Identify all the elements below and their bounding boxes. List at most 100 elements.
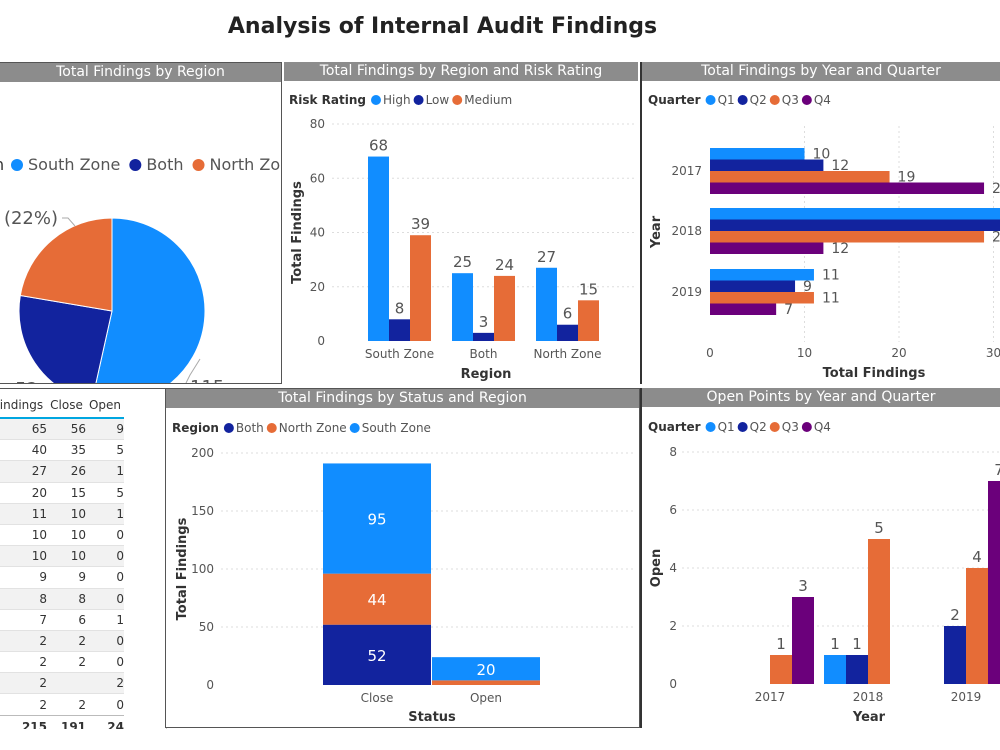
- table-cell: 0: [86, 523, 124, 546]
- bar-south-zone-high: [368, 156, 389, 341]
- table-row[interactable]: 10 10 0: [0, 523, 124, 546]
- col-open[interactable]: Open: [86, 393, 124, 419]
- data-label: 68: [369, 137, 388, 155]
- stack-open-north-zone: [432, 680, 540, 685]
- legend-marker-q3: [769, 422, 780, 432]
- legend-label: Q4: [814, 93, 831, 107]
- x-axis-title: Total Findings: [823, 366, 926, 381]
- legend-title: Quarter: [648, 93, 701, 107]
- y-tick-label: 8: [669, 445, 677, 459]
- table-cell: 56: [47, 417, 87, 440]
- table-cell: 7: [0, 608, 48, 631]
- legend-marker-high: [370, 95, 381, 105]
- x-tick-label: Both: [470, 347, 498, 361]
- risk-panel: Total Findings by Region and Risk Rating…: [284, 62, 638, 384]
- table-cell: 2: [86, 672, 124, 694]
- legend-marker-both: [223, 423, 234, 433]
- legend-label: Q3: [782, 420, 799, 434]
- legend-marker-q3: [769, 95, 780, 105]
- legend-label: Q2: [750, 420, 767, 434]
- bar-2018-q1: [710, 208, 1000, 220]
- col-close[interactable]: Close: [47, 393, 87, 419]
- y-tick-label: 40: [310, 226, 325, 240]
- table-cell: 8: [0, 587, 48, 610]
- table-row[interactable]: 65 56 9: [0, 417, 124, 440]
- data-label: 15: [579, 280, 598, 298]
- status-title: Total Findings by Status and Region: [166, 389, 639, 408]
- dashboard-title: Analysis of Internal Audit Findings: [227, 14, 658, 39]
- year-quarter-chart[interactable]: QuarterQ1Q2Q3Q40102030101219292017313229…: [642, 62, 1000, 384]
- pie-panel: Total Findings by Region n South Zone Both…: [0, 62, 282, 384]
- y-tick-label: 2018: [671, 224, 702, 238]
- table-row[interactable]: 20 15 5: [0, 481, 124, 504]
- y-tick-label: 2017: [671, 164, 702, 178]
- bar-2018-q3: [868, 539, 890, 684]
- data-label: 5: [874, 519, 884, 537]
- table-cell: 2: [47, 693, 87, 716]
- bar-north-zone-medium: [578, 300, 599, 341]
- table-cell: 0: [86, 651, 124, 673]
- col-total-findings[interactable]: Total Findings: [0, 393, 48, 419]
- table-cell: 9: [0, 566, 48, 588]
- table-cell: 5: [86, 439, 124, 461]
- legend-marker-north-zone: [266, 423, 277, 433]
- table-cell: 9: [86, 417, 124, 440]
- total-findings: 215: [0, 714, 48, 729]
- pie-data-label: 52: [15, 379, 38, 384]
- y-axis-title: Total Findings: [290, 181, 305, 284]
- data-label: 8: [395, 299, 405, 317]
- open-chart[interactable]: QuarterQ1Q2Q3Q40246813201711520182472019…: [642, 388, 1000, 728]
- bar-2017-q3: [710, 171, 890, 183]
- bar-2019-q2: [944, 626, 966, 684]
- findings-table[interactable]: Total Findings Close Open 65569403552726…: [0, 393, 124, 729]
- x-tick-label: 2019: [951, 690, 982, 704]
- data-label: 27: [537, 248, 556, 266]
- y-tick-label: 0: [317, 334, 325, 348]
- table-cell: 0: [86, 545, 124, 567]
- data-label: 95: [367, 511, 386, 529]
- legend-label: Q3: [782, 93, 799, 107]
- legend-label: Q4: [814, 420, 831, 434]
- bar-south-zone-low: [389, 319, 410, 341]
- bar-2018-q4: [710, 242, 824, 254]
- y-tick-label: 200: [191, 446, 214, 460]
- data-label: 11: [822, 291, 840, 307]
- x-tick-label: 20: [891, 346, 906, 360]
- table-cell: 65: [0, 417, 48, 440]
- table-cell: 1: [86, 502, 124, 525]
- bar-2019-q3: [966, 568, 988, 684]
- bar-2018-q3: [710, 231, 985, 243]
- y-tick-label: 6: [669, 503, 677, 517]
- table-cell: 10: [0, 523, 48, 546]
- table-row[interactable]: 27 26 1: [0, 460, 124, 483]
- bar-north-zone-low: [557, 324, 578, 341]
- data-label: 25: [453, 253, 472, 271]
- x-axis-title: Year: [852, 710, 886, 725]
- table-cell: 10: [47, 502, 87, 525]
- bar-2018-q2: [846, 655, 868, 684]
- status-panel: Total Findings by Status and Region Regi…: [165, 388, 640, 728]
- y-tick-label: 2: [669, 619, 677, 633]
- y-axis-title: Total Findings: [175, 517, 190, 620]
- table-cell: 15: [47, 481, 87, 504]
- bar-2018-q2: [710, 219, 1000, 231]
- table-row[interactable]: 40 35 5: [0, 439, 124, 461]
- data-label: 44: [367, 591, 386, 609]
- risk-chart[interactable]: Risk Rating High Low Medium 0 20 40 60 80 68 8 39 So…: [284, 62, 638, 384]
- table-row[interactable]: 10 10 0: [0, 545, 124, 567]
- legend-marker-q2: [737, 422, 748, 432]
- data-label: 4: [972, 548, 982, 566]
- status-chart[interactable]: Region Both North Zone South Zone 0 50 100 150 2…: [166, 389, 640, 728]
- table-row[interactable]: 11 10 1: [0, 502, 124, 525]
- bar-2018-q1: [824, 655, 846, 684]
- total-close: 191: [47, 714, 87, 729]
- table-cell: 11: [0, 502, 48, 525]
